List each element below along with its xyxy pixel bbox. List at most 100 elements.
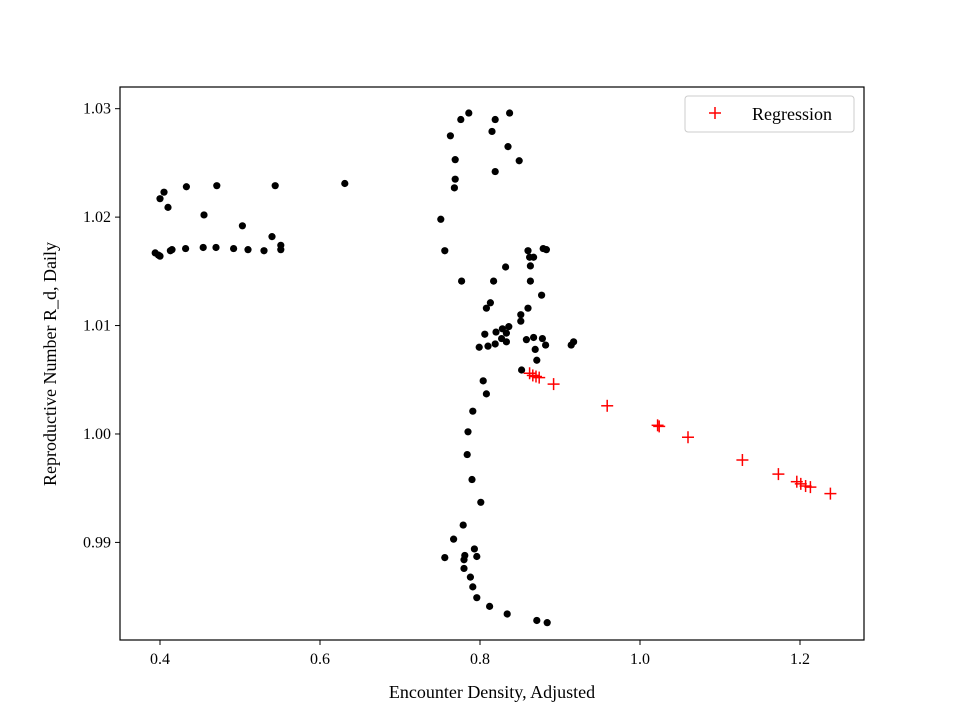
data-point (486, 602, 494, 610)
legend-box (684, 95, 855, 133)
data-point (459, 521, 467, 529)
regression-point (547, 378, 560, 391)
legend: Regression (684, 95, 855, 133)
data-point (538, 334, 547, 343)
x-axis: 0.4 0.6 0.8 1.0 1.2 (150, 640, 810, 668)
data-point (446, 132, 454, 140)
data-point (468, 475, 476, 484)
data-point (491, 115, 499, 124)
data-point (268, 233, 276, 241)
regression-point (736, 454, 749, 467)
regression-point (523, 367, 536, 380)
data-point (469, 583, 477, 591)
data-point (441, 247, 449, 255)
data-point (542, 246, 551, 254)
data-point (518, 366, 526, 374)
data-point (465, 109, 473, 117)
regression-point (824, 487, 837, 500)
data-point (533, 356, 541, 364)
data-point (526, 277, 535, 285)
x-tick-label: 1.2 (790, 651, 810, 668)
data-point (570, 338, 578, 346)
data-point (200, 211, 208, 219)
data-point (199, 243, 207, 252)
data-point (473, 594, 481, 602)
data-point (475, 343, 483, 351)
data-point (341, 179, 349, 188)
data-point (504, 143, 512, 151)
data-point (460, 564, 468, 573)
data-point (491, 340, 499, 348)
data-point (271, 182, 279, 190)
legend-plus-marker (709, 107, 721, 119)
data-point (460, 556, 468, 564)
y-tick-label: 0.99 (83, 534, 111, 551)
data-point (530, 253, 538, 261)
data-point (505, 323, 513, 331)
data-point (543, 619, 551, 627)
data-point (213, 182, 221, 190)
data-point (482, 304, 490, 312)
legend-marker-regression (709, 107, 721, 119)
data-point (464, 428, 472, 436)
x-tick-label: 0.6 (310, 651, 330, 668)
data-point (277, 241, 285, 249)
data-point (488, 127, 496, 136)
y-tick-label: 1.03 (83, 101, 111, 118)
data-point (260, 247, 268, 255)
data-point (538, 291, 546, 299)
data-point (530, 333, 538, 342)
data-point (470, 545, 478, 553)
data-point (517, 311, 525, 319)
y-tick-label: 1.00 (83, 426, 111, 443)
legend-label-regression: Regression (752, 104, 832, 124)
data-point (524, 304, 532, 312)
data-point (481, 330, 489, 338)
data-point (164, 203, 172, 211)
data-point (502, 263, 510, 271)
data-point (230, 244, 238, 253)
data-point (212, 243, 220, 252)
data-point (238, 222, 246, 230)
regression-point (651, 419, 664, 432)
data-point (515, 157, 523, 165)
data-point (503, 610, 511, 618)
data-point (469, 407, 477, 415)
data-point (531, 345, 539, 354)
data-point (526, 262, 535, 270)
data-point (517, 317, 525, 325)
regression-point (533, 371, 546, 384)
data-point (542, 341, 550, 349)
data-point (168, 246, 176, 254)
data-point (502, 329, 510, 337)
data-point (482, 390, 490, 398)
data-point (477, 498, 485, 506)
data-point (156, 195, 164, 203)
regression-point (794, 477, 807, 490)
regression-point (601, 399, 614, 412)
data-point (458, 277, 466, 285)
x-tick-label: 1.0 (630, 651, 650, 668)
data-point (524, 247, 532, 255)
y-axis: 0.99 1.00 1.01 1.02 1.03 (83, 101, 120, 551)
data-point (451, 175, 459, 183)
data-point (182, 183, 190, 191)
data-point (506, 109, 514, 117)
data-point (479, 377, 487, 385)
regression-point (682, 431, 694, 444)
regression-point (772, 468, 785, 481)
data-point (473, 552, 481, 561)
data-point (450, 184, 458, 192)
data-point (502, 338, 510, 346)
x-axis-label: Encounter Density, Adjusted (389, 682, 595, 702)
data-point (463, 450, 471, 459)
data-point (160, 188, 168, 196)
data-point (457, 115, 465, 124)
axes-frame (119, 86, 865, 641)
data-point (437, 215, 445, 223)
regression-point (799, 480, 812, 493)
data-point (490, 277, 498, 285)
y-axis-label: Reproductive Number R_d, Daily (40, 242, 60, 486)
data-point (491, 167, 499, 176)
data-point (484, 342, 492, 350)
